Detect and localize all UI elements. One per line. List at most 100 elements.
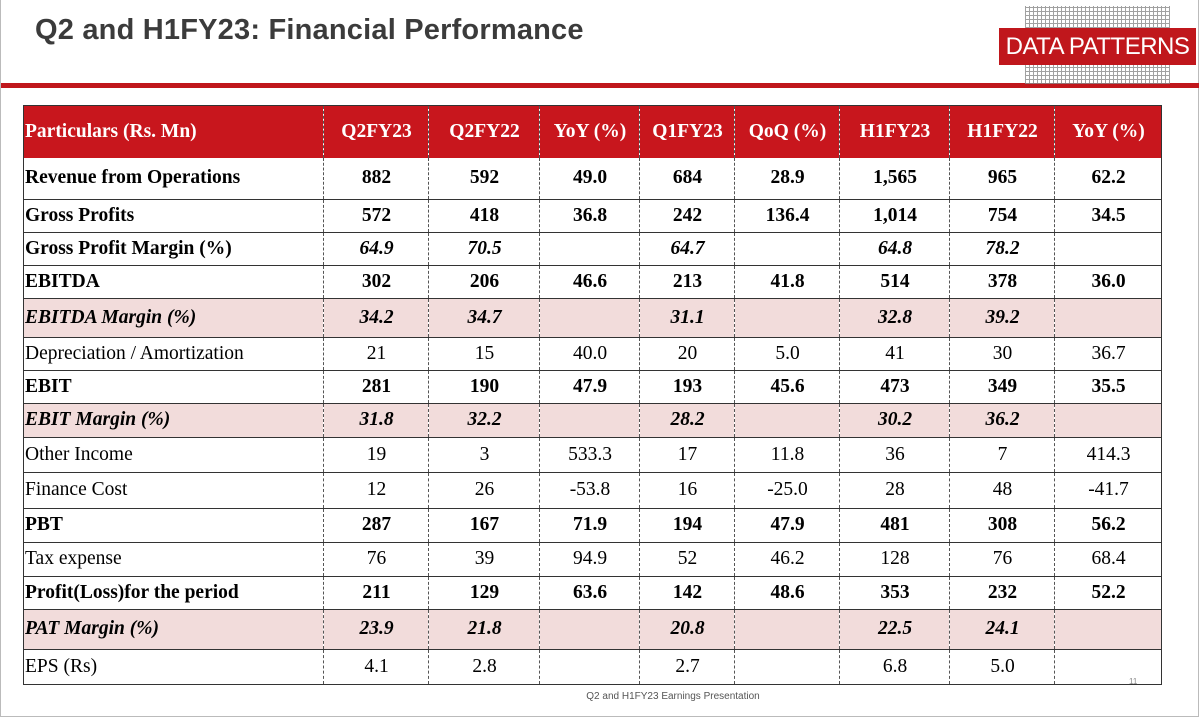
cell: 190 [428, 370, 540, 403]
cell: 12 [323, 472, 429, 508]
table-row: EBIT Margin (%) 31.8 32.2 28.2 30.2 36.2 [23, 403, 1162, 437]
cell: 41 [839, 337, 950, 370]
row-label: Finance Cost [25, 479, 128, 500]
table-row: EBITDA Margin (%) 34.2 34.7 31.1 32.8 39.2 [23, 298, 1162, 337]
cell: 36 [839, 437, 950, 472]
cell: 39.2 [949, 298, 1055, 337]
cell [1054, 609, 1162, 649]
cell: 78.2 [949, 232, 1055, 265]
cell [1054, 298, 1162, 337]
column-header: Q1FY23 [639, 105, 735, 158]
cell: 63.6 [539, 576, 640, 609]
logo: DATA PATTERNS [999, 28, 1196, 65]
cell: -25.0 [734, 472, 840, 508]
cell: 35.5 [1054, 370, 1162, 403]
cell: 40.0 [539, 337, 640, 370]
cell: 47.9 [539, 370, 640, 403]
row-label: EBIT [25, 375, 72, 397]
cell: 481 [839, 508, 950, 542]
cell: 30.2 [839, 403, 950, 437]
cell: 48.6 [734, 576, 840, 609]
slide-title: Q2 and H1FY23: Financial Performance [35, 14, 584, 46]
cell: 1,014 [839, 199, 950, 232]
row-label: Profit(Loss)for the period [25, 581, 239, 603]
cell [539, 609, 640, 649]
row-label: Gross Profits [25, 204, 135, 226]
cell: 882 [323, 158, 429, 199]
cell: 34.5 [1054, 199, 1162, 232]
cell: 1,565 [839, 158, 950, 199]
cell: 211 [323, 576, 429, 609]
cell: 213 [639, 265, 735, 298]
cell: 684 [639, 158, 735, 199]
cell [1054, 403, 1162, 437]
cell: 136.4 [734, 199, 840, 232]
cell: 7 [949, 437, 1055, 472]
cell: 24.1 [949, 609, 1055, 649]
row-label: PAT Margin (%) [23, 609, 324, 649]
financial-table: Particulars (Rs. Mn) Q2FY23 Q2FY22 YoY (%) Q… [23, 105, 1162, 685]
cell: 206 [428, 265, 540, 298]
cell: 32.8 [839, 298, 950, 337]
cell: 349 [949, 370, 1055, 403]
cell: 76 [323, 542, 429, 576]
cell [539, 649, 640, 684]
column-header: YoY (%) [1054, 105, 1162, 158]
row-label: EBIT Margin (%) [23, 403, 324, 437]
cell: 2.7 [639, 649, 735, 684]
cell: 418 [428, 199, 540, 232]
cell: 353 [839, 576, 950, 609]
cell: 64.7 [639, 232, 735, 265]
table-row: Finance Cost 12 26 -53.8 16 -25.0 28 48 -41.7 [23, 472, 1162, 508]
cell: 36.0 [1054, 265, 1162, 298]
cell [539, 403, 640, 437]
cell: 308 [949, 508, 1055, 542]
cell: 64.9 [323, 232, 429, 265]
header-row: Particulars (Rs. Mn) Q2FY23 Q2FY22 YoY (%) Q… [23, 105, 1162, 158]
cell: 36.8 [539, 199, 640, 232]
table-row: Depreciation / Amortization 21 15 40.0 20 5.0… [23, 337, 1162, 370]
cell: 142 [639, 576, 735, 609]
cell: 31.8 [323, 403, 429, 437]
cell: 16 [639, 472, 735, 508]
cell: 20.8 [639, 609, 735, 649]
cell [734, 609, 840, 649]
cell: 28 [839, 472, 950, 508]
cell [539, 298, 640, 337]
cell: 232 [949, 576, 1055, 609]
table-row: Gross Profit Margin (%) 64.9 70.5 64.7 64.8 7… [23, 232, 1162, 265]
row-label: Gross Profit Margin (%) [25, 237, 232, 259]
page-number: 11 [1129, 677, 1138, 686]
row-label: EBITDA Margin (%) [23, 298, 324, 337]
cell: 36.7 [1054, 337, 1162, 370]
cell [734, 232, 840, 265]
row-label: Depreciation / Amortization [25, 342, 244, 364]
cell: 129 [428, 576, 540, 609]
table-row: Gross Profits 572 418 36.8 242 136.4 1,014 754 3… [23, 199, 1162, 232]
cell: 39 [428, 542, 540, 576]
cell: 167 [428, 508, 540, 542]
cell: 754 [949, 199, 1055, 232]
cell: 41.8 [734, 265, 840, 298]
cell: 19 [323, 437, 429, 472]
cell [734, 403, 840, 437]
cell: 28.9 [734, 158, 840, 199]
row-label: Other Income [25, 443, 133, 465]
cell: 514 [839, 265, 950, 298]
cell: 23.9 [323, 609, 429, 649]
row-label: EBITDA [25, 270, 100, 292]
cell: 6.8 [839, 649, 950, 684]
cell: 4.1 [323, 649, 429, 684]
cell: 11.8 [734, 437, 840, 472]
column-header: Q2FY22 [428, 105, 540, 158]
row-label: Tax expense [25, 548, 122, 569]
cell: 572 [323, 199, 429, 232]
cell: 94.9 [539, 542, 640, 576]
cell: 21.8 [428, 609, 540, 649]
cell: 71.9 [539, 508, 640, 542]
cell: 52.2 [1054, 576, 1162, 609]
cell: 287 [323, 508, 429, 542]
table-row: PBT 287 167 71.9 194 47.9 481 308 56.2 [23, 508, 1162, 542]
cell: 56.2 [1054, 508, 1162, 542]
cell [734, 298, 840, 337]
